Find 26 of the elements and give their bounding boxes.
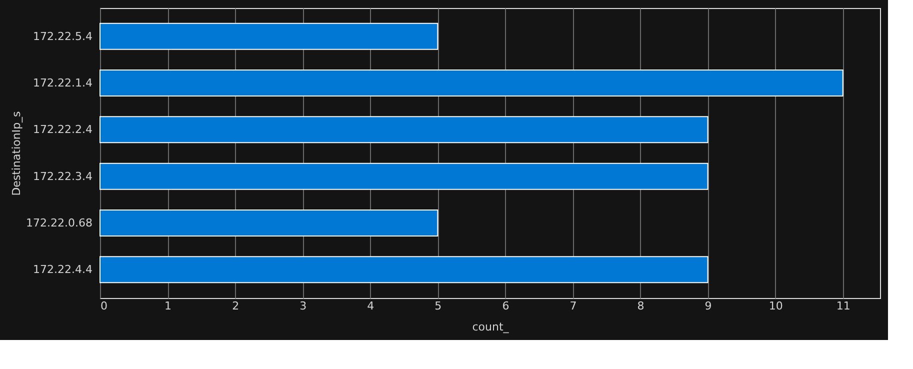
x-axis-title: count_: [472, 320, 510, 334]
bar: [100, 70, 844, 96]
x-tick-label: 9: [704, 300, 712, 312]
bar: [100, 210, 438, 236]
y-tick-label: 172.22.2.4: [33, 123, 92, 136]
x-tick-label: 10: [768, 300, 783, 312]
x-tick-label: 8: [637, 300, 644, 312]
y-tick-label: 172.22.4.4: [33, 263, 92, 276]
x-tick-label: 4: [367, 300, 374, 312]
x-tick-label: 3: [300, 300, 307, 312]
y-tick-label: 172.22.5.4: [33, 30, 92, 43]
x-tick-label: 5: [434, 300, 442, 312]
y-tick-label: 172.22.3.4: [33, 170, 92, 183]
x-tick-label: 6: [502, 300, 510, 312]
x-tick-label: 7: [570, 300, 577, 312]
y-axis-title: DestinationIp_s: [10, 110, 24, 196]
bar: [100, 162, 708, 190]
x-tick-label: 0: [100, 300, 108, 312]
bar: [100, 256, 708, 284]
x-tick-label: 1: [164, 300, 172, 312]
bar: [100, 22, 438, 50]
x-tick-label: 11: [836, 300, 850, 312]
y-tick-label: 172.22.1.4: [33, 76, 92, 90]
x-tick-label: 2: [232, 300, 240, 312]
bar: [100, 116, 708, 144]
y-tick-label: 172.22.0.68: [26, 216, 92, 230]
